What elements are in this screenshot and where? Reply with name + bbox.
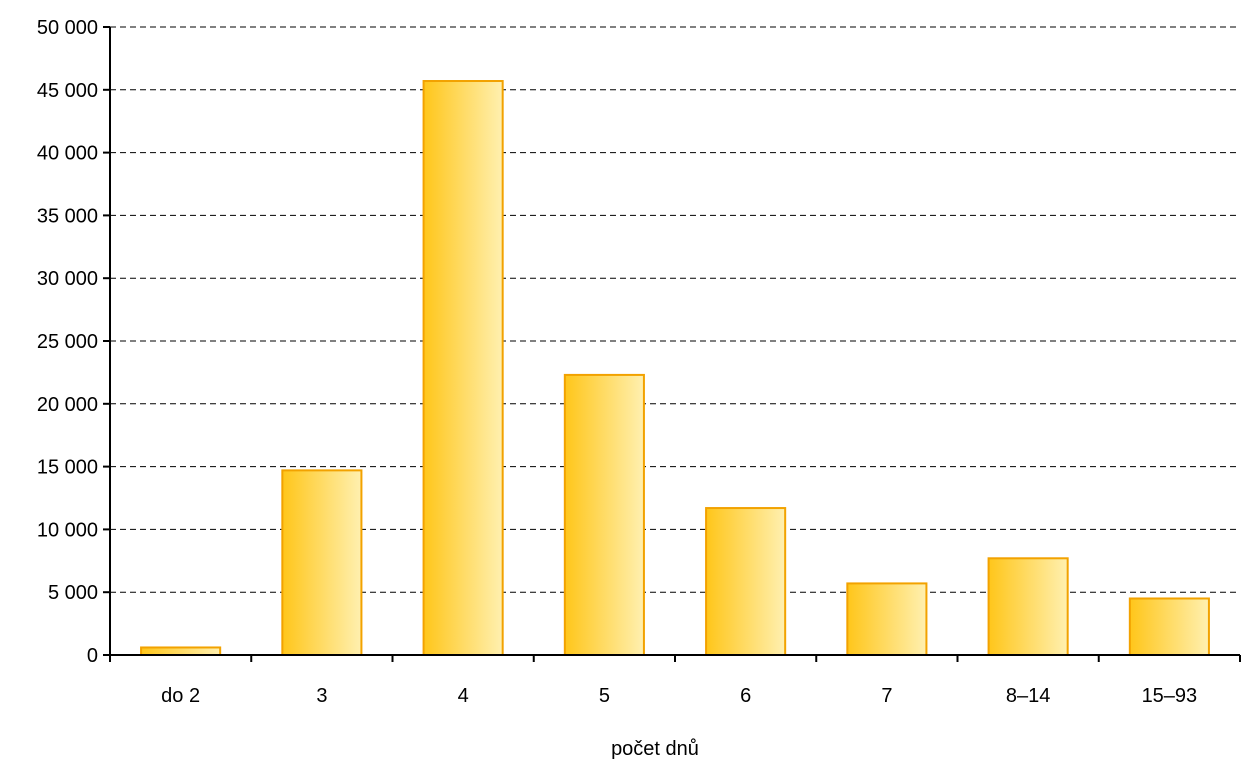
y-tick-label: 10 000 xyxy=(37,519,98,541)
y-tick-label: 15 000 xyxy=(37,457,98,479)
x-tick-label: 4 xyxy=(458,685,469,707)
bar-1 xyxy=(140,646,222,656)
x-tick-label: 15–93 xyxy=(1142,685,1198,707)
x-axis-title: počet dnů xyxy=(611,738,699,760)
y-tick-label: 25 000 xyxy=(37,331,98,353)
y-tick-label: 30 000 xyxy=(37,268,98,290)
x-tick-label: 3 xyxy=(316,685,327,707)
x-tick-label: 5 xyxy=(599,685,610,707)
bar-2 xyxy=(281,469,363,657)
bar-8 xyxy=(1128,597,1210,656)
bar-4 xyxy=(563,373,645,656)
bar-5 xyxy=(705,507,787,656)
x-tick-label: 8–14 xyxy=(1006,685,1051,707)
y-tick-label: 40 000 xyxy=(37,143,98,165)
x-tick-label: 6 xyxy=(740,685,751,707)
bar-6 xyxy=(846,582,928,657)
y-tick-label: 35 000 xyxy=(37,205,98,227)
y-tick-label: 20 000 xyxy=(37,394,98,416)
y-tick-label: 50 000 xyxy=(37,17,98,39)
bar-3 xyxy=(422,80,504,657)
axes xyxy=(103,26,1241,662)
gridlines xyxy=(110,26,1240,593)
y-tick-label: 5 000 xyxy=(48,582,98,604)
y-tick-label: 0 xyxy=(87,645,98,667)
tick-labels: 0 5 000 10 000 15 000 20 000 25 000 30 000 35 0… xyxy=(37,17,1197,707)
y-tick-label: 45 000 xyxy=(37,80,98,102)
x-tick-label: 7 xyxy=(881,685,892,707)
x-tick-label: do 2 xyxy=(161,685,200,707)
bars xyxy=(140,80,1210,657)
bar-7 xyxy=(987,557,1069,657)
